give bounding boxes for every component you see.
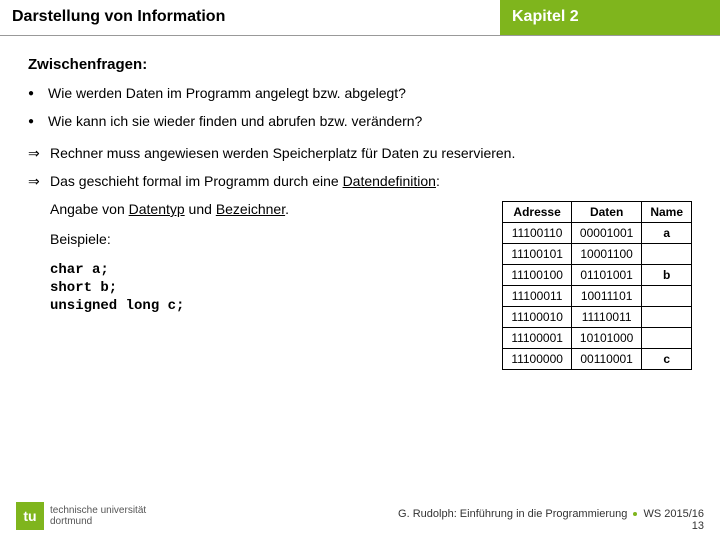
conclusion-list: Rechner muss angewiesen werden Speicherp… <box>28 145 692 189</box>
table-header-row: Adresse Daten Name <box>503 202 692 223</box>
table-cell <box>642 307 692 328</box>
table-cell <box>642 328 692 349</box>
separator-dot-icon <box>633 512 637 516</box>
section-title: Zwischenfragen: <box>28 56 692 73</box>
table-cell: 00001001 <box>571 223 641 244</box>
table-body: 1110011000001001a 1110010110001100 11100… <box>503 223 692 370</box>
table-cell: 10011101 <box>571 286 641 307</box>
footer-line: G. Rudolph: Einführung in die Programmie… <box>398 508 704 520</box>
table-row: 1110001011110011 <box>503 307 692 328</box>
header-title: Darstellung von Information <box>0 0 500 35</box>
text: WS 2015/16 <box>640 508 704 520</box>
memory-table: Adresse Daten Name 1110011000001001a 111… <box>502 201 692 370</box>
table-row: 1110011000001001a <box>503 223 692 244</box>
table-row: 1110010001101001b <box>503 265 692 286</box>
table-cell: 11100110 <box>503 223 572 244</box>
list-item: Wie werden Daten im Programm angelegt bz… <box>28 85 692 101</box>
code-block: char a; short b; unsigned long c; <box>50 261 482 316</box>
table-header: Name <box>642 202 692 223</box>
text: Das geschieht formal im Programm durch e… <box>50 173 343 189</box>
university-logo: tu technische universität dortmund <box>16 502 146 530</box>
logo-mark: tu <box>16 502 44 530</box>
table-header: Adresse <box>503 202 572 223</box>
table-cell: 10101000 <box>571 328 641 349</box>
logo-text: technische universität dortmund <box>50 505 146 527</box>
table-cell: 11100101 <box>503 244 572 265</box>
text: Angabe von <box>50 201 129 217</box>
header-chapter: Kapitel 2 <box>500 0 720 35</box>
text: . <box>285 201 289 217</box>
table-row: 1110001110011101 <box>503 286 692 307</box>
table-cell: 11110011 <box>571 307 641 328</box>
table-row: 1110000110101000 <box>503 328 692 349</box>
table-cell: 00110001 <box>571 349 641 370</box>
list-item: Das geschieht formal im Programm durch e… <box>28 173 692 189</box>
table-cell <box>642 244 692 265</box>
slide-footer: G. Rudolph: Einführung in die Programmie… <box>398 508 704 532</box>
table-cell: 10001100 <box>571 244 641 265</box>
code-line: short b; <box>50 279 482 297</box>
table-cell: 11100011 <box>503 286 572 307</box>
underlined-term: Datentyp <box>129 201 185 217</box>
table-cell: 11100100 <box>503 265 572 286</box>
underlined-term: Bezeichner <box>216 201 285 217</box>
list-item: Wie kann ich sie wieder finden und abruf… <box>28 113 692 129</box>
table-cell <box>642 286 692 307</box>
code-line: char a; <box>50 261 482 279</box>
table-cell: c <box>642 349 692 370</box>
question-list: Wie werden Daten im Programm angelegt bz… <box>28 85 692 129</box>
table-row: 1110000000110001c <box>503 349 692 370</box>
table-cell: 01101001 <box>571 265 641 286</box>
table-cell: b <box>642 265 692 286</box>
lower-section: Angabe von Datentyp und Bezeichner. Beis… <box>28 201 692 370</box>
logo-line: dortmund <box>50 516 146 527</box>
text: : <box>436 173 440 189</box>
left-column: Angabe von Datentyp und Bezeichner. Beis… <box>28 201 482 370</box>
slide-header: Darstellung von Information Kapitel 2 <box>0 0 720 36</box>
table-cell: a <box>642 223 692 244</box>
table-cell: 11100000 <box>503 349 572 370</box>
table-row: 1110010110001100 <box>503 244 692 265</box>
page-number: 13 <box>398 520 704 532</box>
table-header: Daten <box>571 202 641 223</box>
slide-content: Zwischenfragen: Wie werden Daten im Prog… <box>0 36 720 370</box>
text: G. Rudolph: Einführung in die Programmie… <box>398 508 630 520</box>
text: Rechner muss angewiesen werden Speicherp… <box>50 145 515 161</box>
code-line: unsigned long c; <box>50 297 482 315</box>
underlined-term: Datendefinition <box>343 173 436 189</box>
table-cell: 11100001 <box>503 328 572 349</box>
list-item: Rechner muss angewiesen werden Speicherp… <box>28 145 692 161</box>
table-cell: 11100010 <box>503 307 572 328</box>
text: und <box>185 201 216 217</box>
paragraph: Angabe von Datentyp und Bezeichner. <box>50 201 482 217</box>
logo-line: technische universität <box>50 505 146 516</box>
examples-label: Beispiele: <box>50 231 482 247</box>
